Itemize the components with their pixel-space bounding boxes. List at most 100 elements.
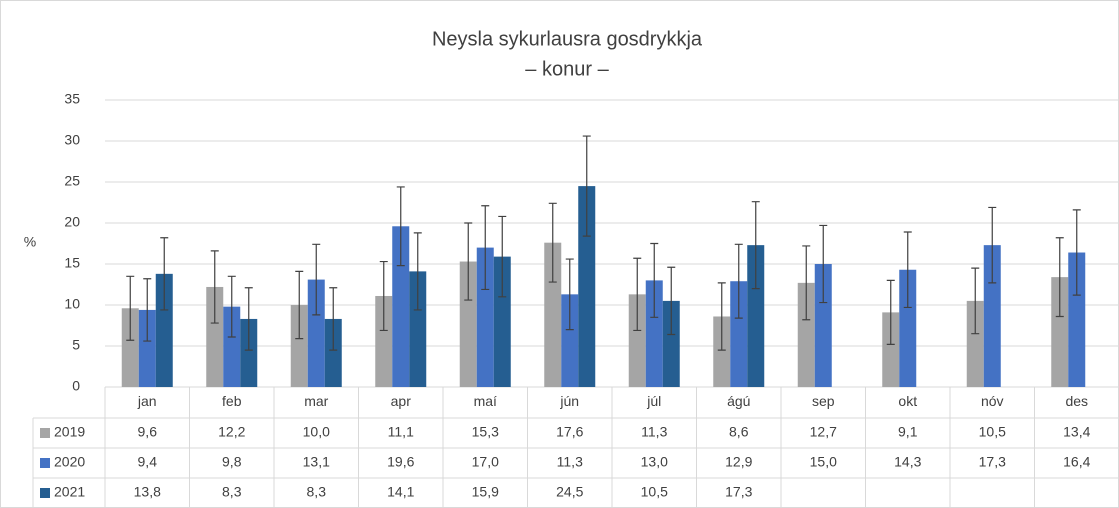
error-bar: [498, 215, 507, 298]
error-bar: [329, 287, 338, 351]
y-tick-label: 10: [64, 296, 80, 312]
table-cell: 14,1: [387, 484, 414, 500]
bar: [121, 308, 139, 387]
bar: [578, 186, 596, 387]
bar: [662, 300, 680, 387]
y-tick-label: 0: [72, 378, 80, 394]
bar: [882, 312, 900, 387]
table-cell: 10,5: [641, 484, 668, 500]
error-bar: [464, 222, 473, 301]
y-axis-label: %: [24, 234, 36, 250]
table-cell: 12,9: [725, 454, 752, 470]
error-bar: [988, 206, 997, 284]
bar: [476, 247, 494, 387]
error-bar: [396, 186, 405, 267]
table-cell: 9,8: [222, 454, 242, 470]
legend-key: [40, 488, 50, 498]
bar: [409, 271, 427, 387]
x-tick-label: okt: [898, 393, 917, 409]
bar: [307, 279, 325, 387]
table-cell: 17,3: [979, 454, 1006, 470]
table-cell: 12,2: [218, 424, 245, 440]
bar: [544, 242, 562, 387]
bar: [493, 256, 511, 387]
error-bar: [379, 260, 388, 332]
error-bar: [1072, 209, 1081, 296]
x-tick-label: apr: [391, 393, 412, 409]
bar: [814, 264, 832, 387]
table-cell: 15,9: [472, 484, 499, 500]
table-cell: 15,0: [810, 454, 837, 470]
table-cell: 17,0: [472, 454, 499, 470]
chart-title: Neysla sykurlausra gosdrykkja: [432, 28, 703, 50]
x-tick-label: ágú: [727, 393, 750, 409]
table-cell: 10,0: [303, 424, 330, 440]
bar: [730, 281, 748, 387]
error-bar: [667, 266, 676, 336]
error-bar: [312, 243, 321, 316]
bar: [797, 282, 815, 387]
table-cell: 13,0: [641, 454, 668, 470]
x-tick-label: maí: [474, 393, 497, 409]
x-tick-label: jan: [137, 393, 157, 409]
x-tick-label: nóv: [981, 393, 1004, 409]
table-cell: 12,7: [810, 424, 837, 440]
table-cell: 13,1: [303, 454, 330, 470]
error-bar: [903, 231, 912, 309]
error-bar: [126, 275, 135, 341]
table-cell: 9,6: [138, 424, 158, 440]
bar: [290, 305, 308, 387]
bar: [206, 286, 224, 387]
error-bar: [582, 135, 591, 237]
table-cell: 24,5: [556, 484, 583, 500]
table-cell: 15,3: [472, 424, 499, 440]
y-tick-label: 25: [64, 173, 80, 189]
table-cell: 14,3: [894, 454, 921, 470]
error-bar: [210, 250, 219, 324]
bar: [983, 245, 1001, 387]
bar: [155, 273, 173, 387]
chart-subtitle: – konur –: [525, 58, 609, 80]
table-cell: 11,3: [641, 424, 667, 440]
error-bar: [734, 243, 743, 319]
table-cell: 8,3: [222, 484, 242, 500]
error-bar: [548, 202, 557, 283]
bar: [1068, 252, 1086, 387]
error-bar: [633, 257, 642, 332]
bar: [713, 316, 731, 387]
error-bar: [971, 267, 980, 335]
bar: [561, 294, 579, 387]
x-tick-label: des: [1065, 393, 1088, 409]
bar: [138, 309, 156, 387]
bar: [459, 261, 477, 387]
legend-key: [40, 458, 50, 468]
bar: [899, 269, 917, 387]
legend-label: 2019: [54, 424, 85, 440]
error-bar: [819, 224, 828, 304]
table-cell: 17,6: [556, 424, 583, 440]
x-tick-label: jún: [559, 393, 579, 409]
error-bar: [565, 258, 574, 331]
error-bar: [160, 237, 169, 311]
bar: [375, 295, 393, 387]
error-bar: [481, 205, 490, 291]
table-cell: 17,3: [725, 484, 752, 500]
error-bar: [717, 282, 726, 351]
error-bar: [650, 242, 659, 318]
x-tick-label: feb: [222, 393, 242, 409]
error-bar: [413, 232, 422, 311]
y-tick-label: 30: [64, 132, 80, 148]
bar: [747, 245, 765, 387]
error-bar: [751, 201, 760, 290]
bar: [628, 294, 646, 387]
error-bar: [802, 245, 811, 321]
table-cell: 16,4: [1063, 454, 1090, 470]
table-cell: 13,8: [134, 484, 161, 500]
error-bar: [295, 270, 304, 340]
bar: [324, 318, 342, 387]
y-tick-label: 35: [64, 91, 80, 107]
error-bar: [244, 287, 253, 351]
error-bar: [1055, 237, 1064, 318]
bar: [240, 318, 258, 387]
